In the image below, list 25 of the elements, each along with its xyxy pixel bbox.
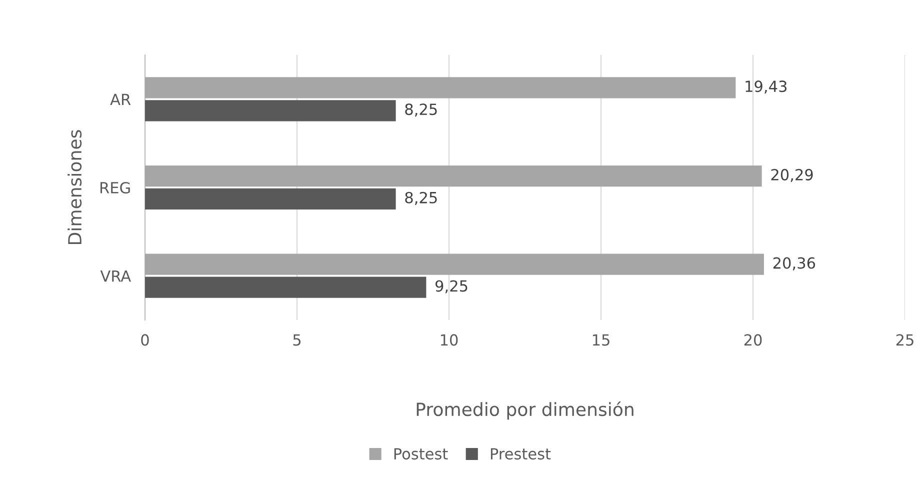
bar: [145, 77, 736, 98]
bar: [145, 188, 396, 210]
bar: [145, 165, 762, 187]
y-axis-title: Dimensiones: [68, 130, 82, 244]
data-label: 19,43: [746, 80, 787, 94]
data-label: 8,25: [405, 192, 437, 205]
y-tick-label: VRA: [100, 270, 131, 282]
legend-label: Postest: [394, 448, 448, 460]
y-tick-label: REG: [100, 182, 130, 194]
x-tick-label: 5: [293, 334, 301, 346]
x-tick-label: 20: [744, 334, 762, 346]
y-tick-label: AR: [110, 94, 131, 105]
bar: [145, 100, 396, 122]
x-tick-label: 25: [896, 334, 914, 346]
data-label: 9,25: [435, 280, 468, 294]
data-label: 8,25: [405, 104, 437, 117]
data-label: 20,29: [771, 168, 813, 182]
bar: [145, 254, 764, 275]
x-axis-title: Promedio por dimensión: [416, 401, 634, 420]
x-tick-label: 0: [141, 334, 149, 346]
data-label: 20,36: [773, 257, 816, 270]
bar: [145, 276, 426, 298]
legend-label: Prestest: [490, 448, 551, 460]
x-tick-label: 10: [440, 334, 458, 346]
x-tick-label: 15: [592, 334, 610, 346]
